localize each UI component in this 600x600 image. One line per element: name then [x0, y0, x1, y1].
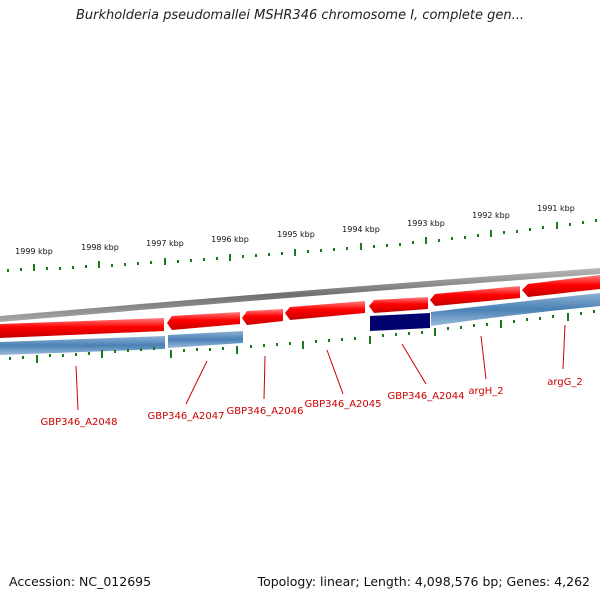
- scale-label-1997: 1997 kbp: [146, 239, 184, 248]
- gene-label-gbp346-a2047[interactable]: GBP346_A2047: [147, 411, 224, 422]
- scale-label-1994: 1994 kbp: [342, 225, 380, 234]
- scale-label-1992: 1992 kbp: [472, 211, 510, 220]
- genome-stats-text: Topology: linear; Length: 4,098,576 bp; …: [257, 574, 590, 589]
- reverse-gene-band-right[interactable]: [431, 293, 600, 326]
- sequence-backbone: [0, 268, 600, 322]
- gene-gbp346-a2044-arrow[interactable]: [369, 297, 428, 313]
- scale-label-1996: 1996 kbp: [211, 235, 249, 244]
- gene-argh-2-arrow[interactable]: [430, 286, 520, 306]
- scale-label-1995: 1995 kbp: [277, 230, 315, 239]
- gene-label-gbp346-a2046[interactable]: GBP346_A2046: [226, 406, 303, 417]
- lower-tick-row: [9, 310, 595, 363]
- accession-text: Accession: NC_012695: [9, 574, 152, 589]
- reverse-gene-band-left[interactable]: [0, 336, 165, 355]
- map-title: Burkholderia pseudomallei MSHR346 chromo…: [75, 8, 525, 23]
- upper-tick-row: [7, 219, 597, 272]
- label-leaders: [75, 324, 566, 411]
- reverse-gene-track[interactable]: [0, 293, 600, 355]
- gene-label-gbp346-a2045[interactable]: GBP346_A2045: [304, 399, 381, 410]
- scale-label-1999: 1999 kbp: [15, 247, 53, 256]
- gene-gbp346-a2046-arrow[interactable]: [242, 309, 283, 325]
- forward-gene-track[interactable]: [0, 275, 600, 338]
- scale-label-1998: 1998 kbp: [81, 243, 119, 252]
- gene-argg-2-arrow[interactable]: [522, 275, 600, 297]
- gene-gbp346-a2045-arrow[interactable]: [285, 301, 365, 320]
- highlighted-gene-block[interactable]: [370, 313, 430, 331]
- scale-label-1993: 1993 kbp: [407, 219, 445, 228]
- gene-gbp346-a2048-arrow[interactable]: [0, 318, 164, 338]
- gene-label-argh-2[interactable]: argH_2: [468, 386, 503, 397]
- gene-label-gbp346-a2044[interactable]: GBP346_A2044: [387, 391, 464, 402]
- scale-labels: 1999 kbp 1998 kbp 1997 kbp 1996 kbp 1995…: [15, 204, 575, 256]
- gene-label-gbp346-a2048[interactable]: GBP346_A2048: [40, 417, 117, 428]
- gene-labels: GBP346_A2048 GBP346_A2047 GBP346_A2046 G…: [40, 377, 582, 428]
- gene-label-argg-2[interactable]: argG_2: [547, 377, 583, 388]
- gene-gbp346-a2047-arrow[interactable]: [167, 312, 240, 330]
- reverse-gene-band-mid[interactable]: [168, 331, 243, 348]
- scale-label-1991: 1991 kbp: [537, 204, 575, 213]
